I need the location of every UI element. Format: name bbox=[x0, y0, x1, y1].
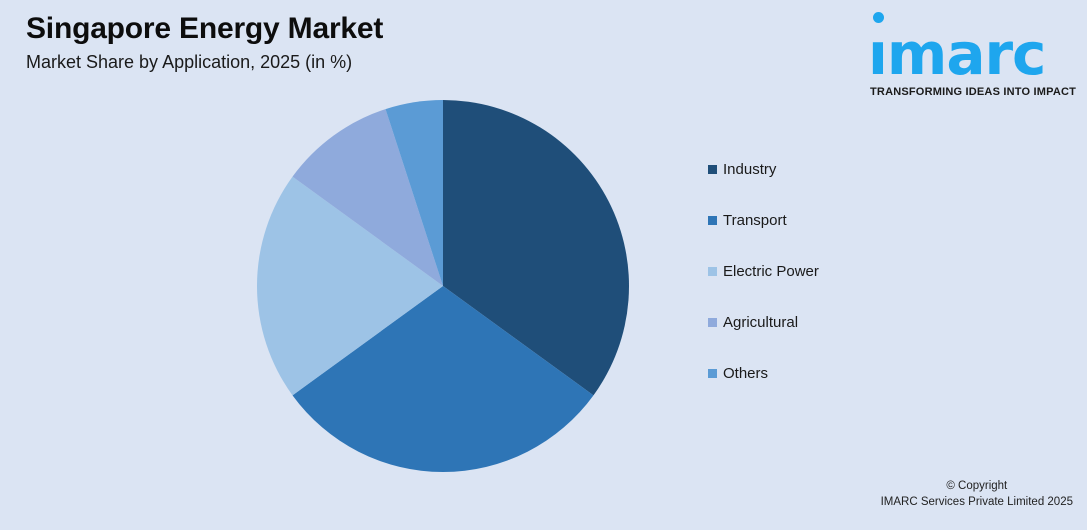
pie-slice-transport bbox=[292, 286, 594, 473]
legend-label: Transport bbox=[723, 211, 787, 229]
legend-item-industry: Industry bbox=[708, 158, 819, 180]
legend-item-others: Others bbox=[708, 362, 819, 384]
legend-item-electric-power: Electric Power bbox=[708, 260, 819, 282]
legend-swatch-icon bbox=[708, 215, 717, 225]
pie-slice-others bbox=[385, 100, 443, 286]
legend-label: Electric Power bbox=[723, 262, 819, 280]
legend-swatch-icon bbox=[708, 368, 717, 378]
legend-item-transport: Transport bbox=[708, 209, 819, 231]
legend-item-agricultural: Agricultural bbox=[708, 311, 819, 333]
chart-legend: Industry Transport Electric Power Agricu… bbox=[708, 158, 819, 413]
legend-swatch-icon bbox=[708, 317, 717, 327]
legend-label: Industry bbox=[723, 160, 777, 178]
chart-subtitle: Market Share by Application, 2025 (in %) bbox=[26, 52, 353, 72]
legend-swatch-icon bbox=[708, 266, 717, 276]
logo-dot-icon bbox=[873, 12, 884, 23]
pie-slice-agricultural bbox=[292, 109, 443, 286]
copyright: © Copyright IMARC Services Private Limit… bbox=[881, 478, 1073, 510]
copyright-line-2: IMARC Services Private Limited 2025 bbox=[880, 496, 1073, 508]
pie-slice-industry bbox=[443, 100, 629, 396]
logo-wordmark: ımarc bbox=[868, 20, 1046, 88]
copyright-line-1: © Copyright bbox=[946, 480, 1008, 492]
pie-slice-electric-power bbox=[257, 176, 443, 396]
legend-label: Agricultural bbox=[723, 313, 799, 331]
imarc-logo: ımarc TRANSFORMING IDEAS INTO IMPACT bbox=[868, 10, 1078, 102]
legend-label: Others bbox=[723, 364, 769, 382]
legend-swatch-icon bbox=[708, 164, 717, 174]
logo-tagline: TRANSFORMING IDEAS INTO IMPACT bbox=[870, 86, 1077, 98]
chart-title: Singapore Energy Market bbox=[26, 12, 384, 45]
